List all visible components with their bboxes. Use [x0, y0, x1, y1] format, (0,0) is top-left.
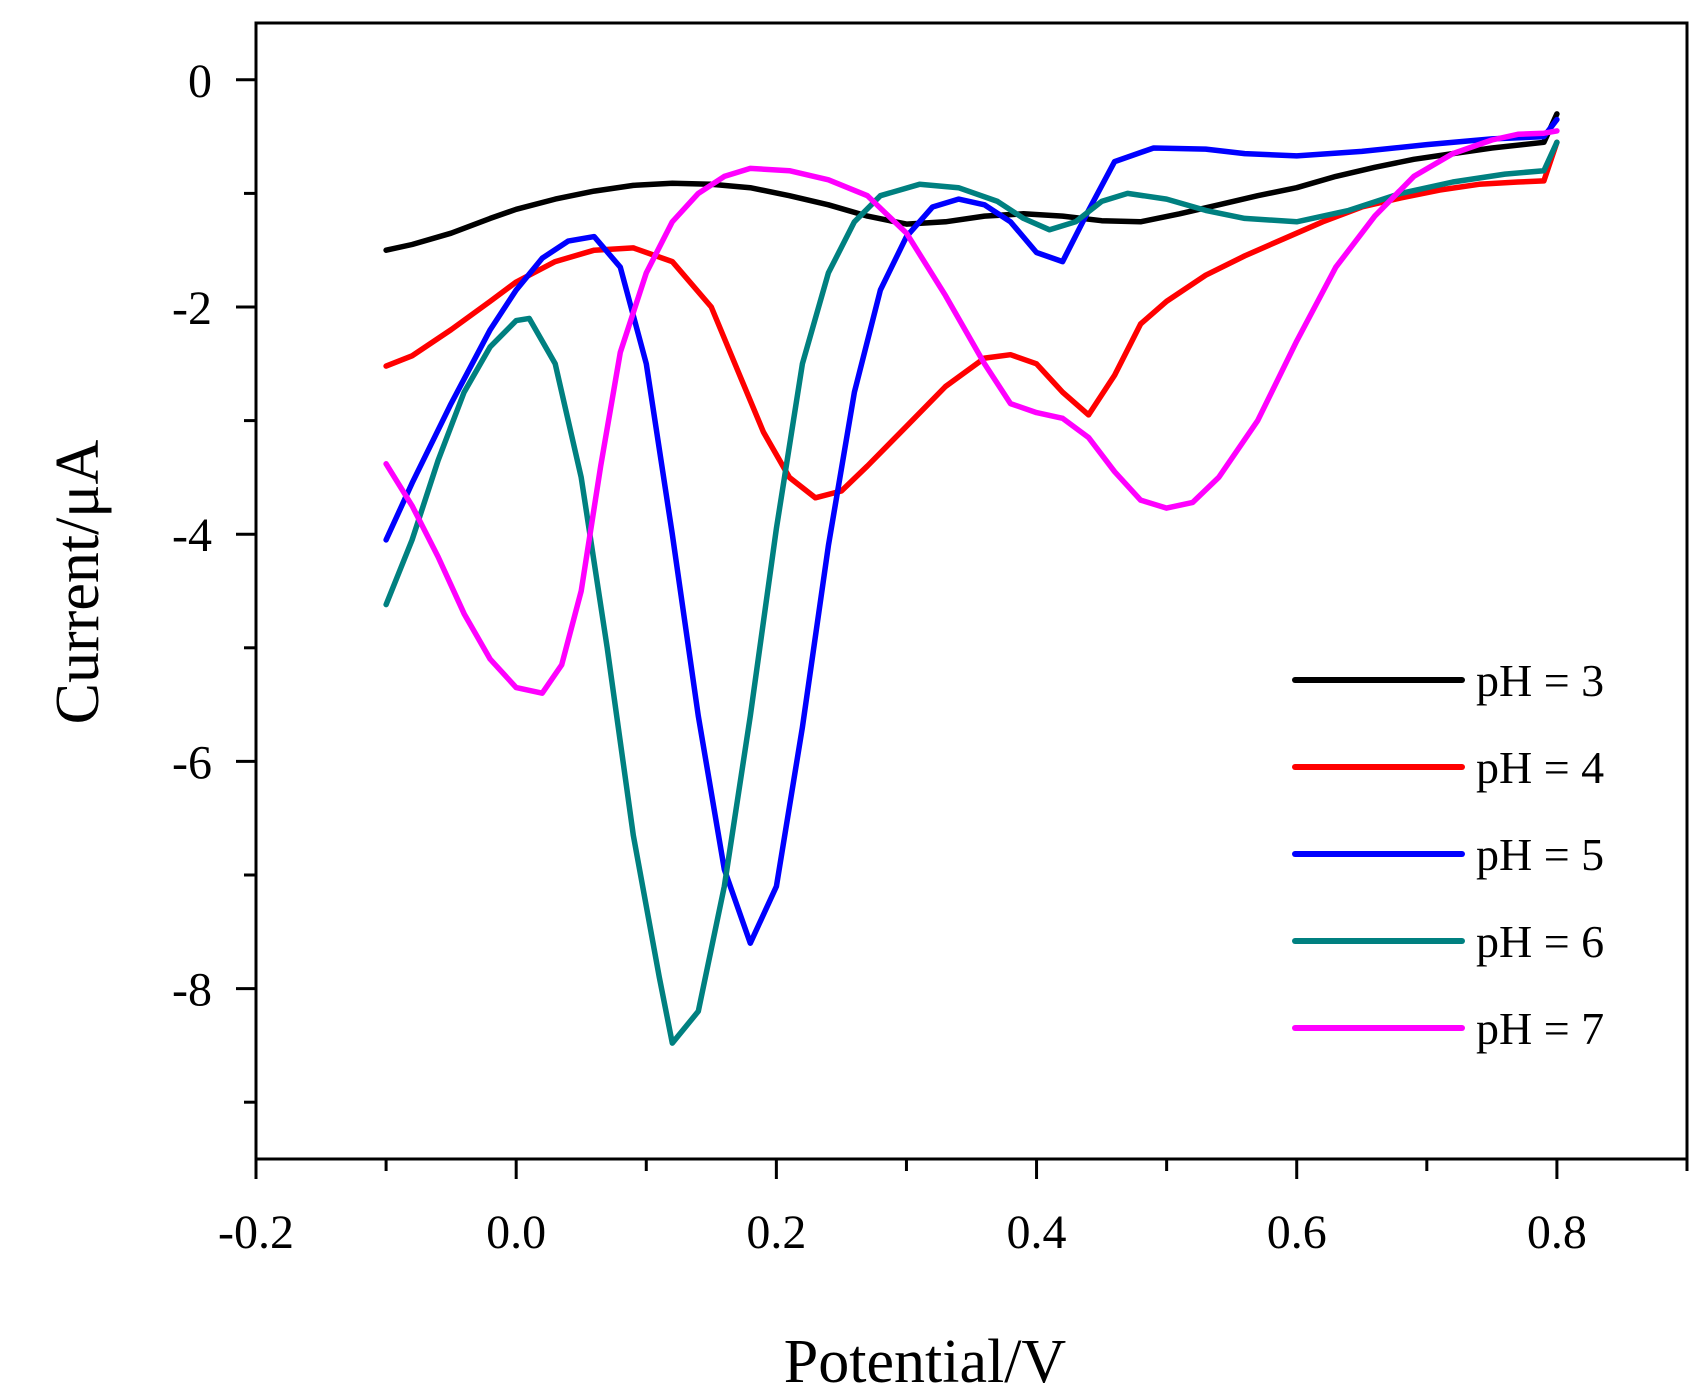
- y-tick-label: -8: [172, 964, 212, 1017]
- y-axis-title: Current/μA: [44, 439, 112, 724]
- y-tick-label: -6: [172, 736, 212, 789]
- x-tick-label: 0.6: [1267, 1206, 1327, 1259]
- series-line-ph-6: [383, 139, 1560, 1046]
- legend-label: pH = 5: [1476, 829, 1604, 880]
- y-tick-label: -4: [172, 509, 212, 562]
- x-tick-label: 0.0: [486, 1206, 546, 1259]
- x-tick-label: 0.4: [1007, 1206, 1067, 1259]
- legend: pH = 3 pH = 4 pH = 5 pH = 6 pH = 7: [1292, 655, 1604, 1054]
- x-axis-title: Potential/V: [784, 1328, 1067, 1396]
- axis-layer: -0.2 0.0 0.2 0.4 0.6 0.8 0 -2 -4 -6 -8: [172, 55, 1689, 1259]
- y-tick-label: 0: [188, 55, 212, 108]
- series-line-ph-3: [383, 111, 1560, 253]
- legend-label: pH = 6: [1476, 916, 1604, 967]
- series-line-ph-7: [383, 128, 1560, 696]
- legend-label: pH = 7: [1476, 1003, 1604, 1054]
- legend-label: pH = 4: [1476, 742, 1604, 793]
- x-tick-label: 0.2: [746, 1206, 806, 1259]
- plot-frame: [254, 21, 1689, 1161]
- x-tick-label: 0.8: [1527, 1206, 1587, 1259]
- series-layer: [383, 111, 1560, 1046]
- legend-label: pH = 3: [1476, 655, 1604, 706]
- series-line-ph-5: [383, 116, 1560, 946]
- y-tick-label: -2: [172, 282, 212, 335]
- x-tick-label: -0.2: [218, 1206, 294, 1259]
